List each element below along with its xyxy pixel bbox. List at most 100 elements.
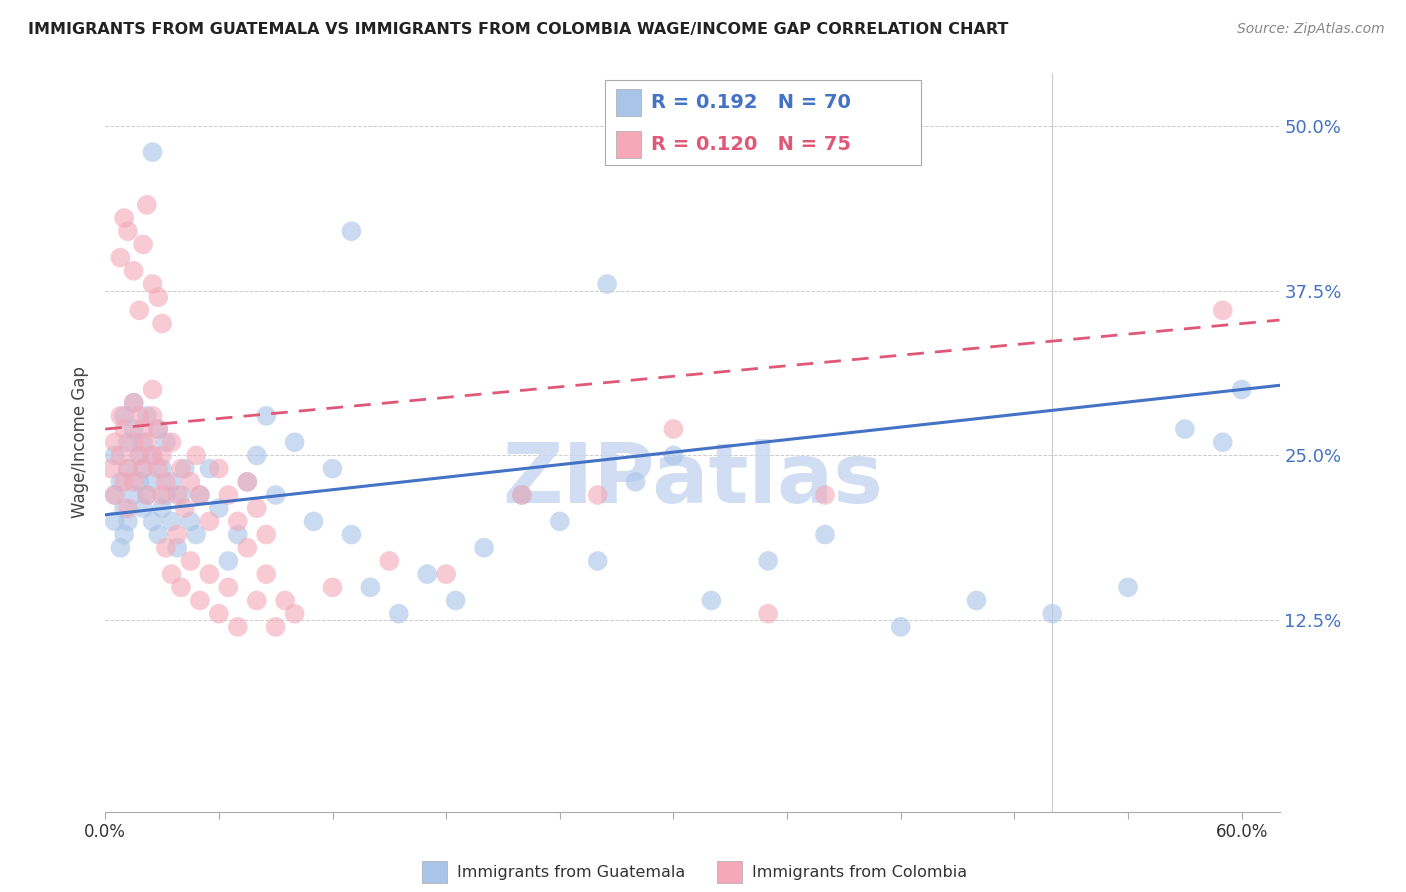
Point (254, 527, 277, 541)
Point (274, 593, 297, 607)
Point (217, 554, 239, 568)
Y-axis label: Wage/Income Gap: Wage/Income Gap (72, 367, 89, 518)
Point (170, 580, 193, 594)
Point (166, 527, 188, 541)
Point (104, 515, 127, 529)
Point (624, 475, 647, 489)
Point (117, 501, 139, 516)
Point (173, 501, 195, 516)
Point (756, 554, 779, 568)
Point (170, 488, 193, 502)
Point (388, 607, 411, 621)
Point (254, 409, 277, 423)
Point (198, 567, 221, 582)
Point (112, 527, 135, 541)
Point (160, 435, 183, 450)
Point (264, 488, 287, 502)
Point (1116, 580, 1139, 594)
Point (1230, 383, 1253, 397)
Point (117, 461, 139, 475)
Point (150, 461, 173, 475)
Point (254, 567, 277, 582)
Point (179, 515, 201, 529)
Point (110, 251, 132, 265)
Point (122, 488, 145, 502)
Point (142, 277, 165, 291)
Text: R = 0.120   N = 75: R = 0.120 N = 75 (651, 135, 851, 154)
Point (302, 515, 325, 529)
Point (184, 449, 207, 463)
Point (184, 527, 207, 541)
Point (198, 461, 221, 475)
Point (122, 264, 145, 278)
Text: IMMIGRANTS FROM GUATEMALA VS IMMIGRANTS FROM COLOMBIA WAGE/INCOME GAP CORRELATIO: IMMIGRANTS FROM GUATEMALA VS IMMIGRANTS … (28, 22, 1008, 37)
Point (596, 277, 619, 291)
Point (155, 435, 177, 450)
Point (284, 435, 307, 450)
Point (284, 607, 307, 621)
Point (110, 475, 132, 489)
Point (142, 515, 165, 529)
Text: Source: ZipAtlas.com: Source: ZipAtlas.com (1237, 22, 1385, 37)
Text: R = 0.192   N = 70: R = 0.192 N = 70 (651, 93, 851, 112)
Point (112, 475, 135, 489)
Point (148, 527, 170, 541)
Point (104, 449, 127, 463)
Point (132, 461, 155, 475)
Point (226, 515, 249, 529)
Point (188, 488, 211, 502)
Point (142, 409, 165, 423)
Point (662, 449, 685, 463)
Point (166, 541, 188, 555)
Point (246, 449, 269, 463)
Point (264, 620, 287, 634)
Point (1174, 422, 1197, 436)
Point (117, 461, 139, 475)
Point (142, 145, 165, 160)
Point (135, 488, 157, 502)
Point (135, 198, 157, 212)
Point (217, 488, 239, 502)
Point (132, 237, 155, 252)
Point (132, 501, 155, 516)
Point (104, 435, 127, 450)
Point (122, 475, 145, 489)
Point (160, 515, 183, 529)
Point (246, 593, 269, 607)
Point (112, 422, 135, 436)
Point (135, 435, 157, 450)
Point (444, 593, 467, 607)
Point (112, 501, 135, 516)
Point (128, 303, 150, 318)
Point (128, 449, 150, 463)
Point (142, 383, 165, 397)
Point (128, 409, 150, 423)
Point (814, 527, 837, 541)
Point (122, 435, 145, 450)
Point (966, 593, 988, 607)
Point (814, 488, 837, 502)
Point (148, 290, 170, 304)
Point (236, 541, 259, 555)
Point (246, 501, 269, 516)
Point (150, 449, 173, 463)
Point (104, 488, 127, 502)
Point (416, 567, 439, 582)
Point (155, 488, 177, 502)
Point (1212, 303, 1234, 318)
Point (198, 515, 221, 529)
Point (132, 422, 155, 436)
Point (122, 422, 145, 436)
Point (117, 224, 139, 238)
Point (148, 461, 170, 475)
Point (170, 461, 193, 475)
Point (148, 422, 170, 436)
Point (321, 461, 343, 475)
Point (586, 488, 609, 502)
Text: ZIPatlas: ZIPatlas (502, 439, 883, 520)
Point (340, 224, 363, 238)
Point (208, 607, 231, 621)
Point (236, 475, 259, 489)
Point (128, 475, 150, 489)
Point (148, 422, 170, 436)
